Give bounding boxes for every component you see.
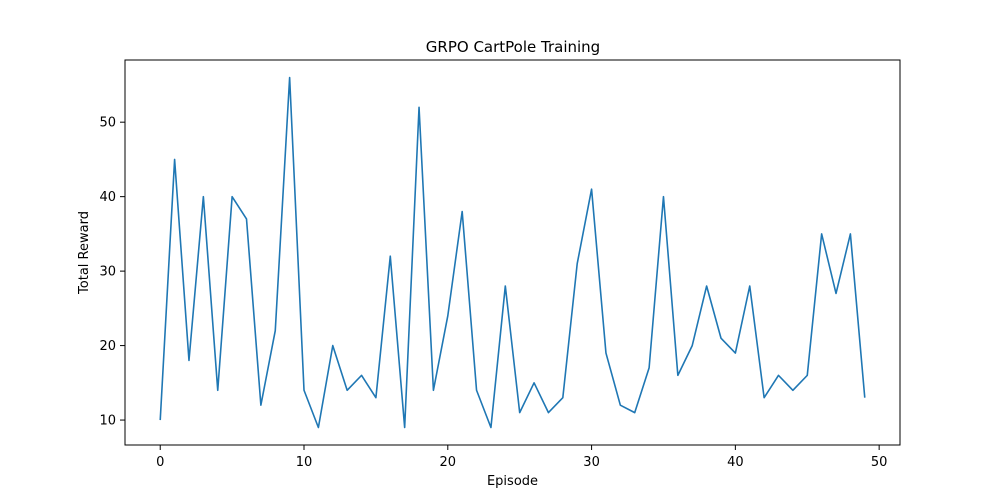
x-tick-label: 30 — [583, 455, 600, 470]
y-tick-label: 20 — [99, 339, 116, 354]
y-tick-label: 40 — [99, 190, 116, 205]
series-layer — [159, 76, 866, 429]
x-tick-label: 20 — [440, 455, 457, 470]
x-axis-label: Episode — [487, 474, 538, 489]
y-tick-label: 10 — [99, 414, 116, 429]
reward-line — [159, 76, 866, 429]
x-tick-label: 40 — [727, 455, 744, 470]
y-tick-label: 30 — [99, 265, 116, 280]
x-tick-label: 0 — [156, 455, 164, 470]
chart-title: GRPO CartPole Training — [426, 38, 600, 56]
y-tick-label: 50 — [99, 116, 116, 131]
x-tick-label: 10 — [296, 455, 313, 470]
plot-frame — [124, 59, 901, 446]
x-axis: 0 10 20 30 40 50 — [156, 445, 887, 470]
y-axis-label: Total Reward — [77, 211, 92, 295]
y-axis: 10 20 30 40 50 — [99, 116, 125, 429]
x-tick-label: 50 — [871, 455, 888, 470]
